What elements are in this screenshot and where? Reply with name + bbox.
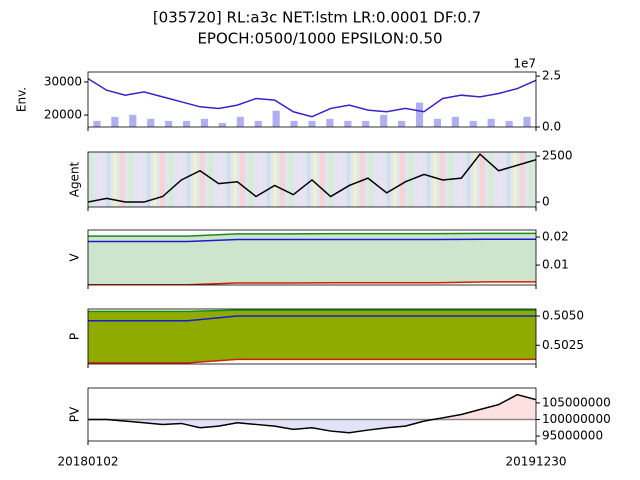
series-line <box>88 153 536 203</box>
volume-bar <box>129 114 137 127</box>
y-axis-label: PV <box>68 406 82 422</box>
volume-bar <box>218 122 226 127</box>
offset-label: 1e7 <box>513 57 536 71</box>
title-line: EPOCH:0500/1000 EPSILON:0.50 <box>197 30 442 48</box>
y2-tick-label: 2.5 <box>542 69 561 83</box>
axes-frame <box>87 151 537 208</box>
axes-frame <box>87 387 537 442</box>
volume-bar <box>147 118 155 127</box>
y-tick-label: 105000000 <box>542 395 611 409</box>
axes-frame <box>87 71 537 128</box>
y-tick-label: 95000000 <box>542 429 603 443</box>
series-line <box>88 77 536 118</box>
x-tick-label: 20191230 <box>505 455 566 469</box>
series-line <box>88 238 536 243</box>
plot-area <box>88 309 536 364</box>
y-tick-label: 0.02 <box>542 230 569 244</box>
y-tick-label: 0 <box>542 195 550 209</box>
title-line: [035720] RL:a3c NET:lstm LR:0.0001 DF:0.… <box>153 9 481 27</box>
volume-bar <box>469 120 477 127</box>
y-tick-label: 0.5050 <box>542 309 584 323</box>
volume-bar <box>182 120 191 127</box>
volume-bar <box>523 116 531 127</box>
volume-bar <box>236 116 244 127</box>
volume-bar <box>272 110 280 127</box>
volume-bar <box>398 120 406 127</box>
volume-bar <box>344 120 352 127</box>
volume-bar <box>326 118 334 127</box>
axes-frame <box>87 308 537 365</box>
volume-bar <box>165 120 173 127</box>
y2-tick-label: 0.0 <box>542 120 561 134</box>
volume-bar <box>487 118 495 127</box>
series-line <box>88 393 536 434</box>
y-tick-label: 20000 <box>44 108 82 122</box>
axes-frame <box>87 229 537 286</box>
plot-area <box>88 153 536 203</box>
volume-bar <box>451 116 459 127</box>
volume-bar <box>308 120 316 127</box>
plot-area <box>88 77 536 127</box>
fill-between <box>88 233 536 285</box>
volume-bar <box>362 120 370 127</box>
series-line <box>88 309 536 313</box>
fill-below <box>88 419 536 433</box>
volume-bar <box>415 102 424 127</box>
y-tick-label: 0.5025 <box>542 338 584 352</box>
y-axis-label: V <box>68 253 82 262</box>
volume-bar <box>290 120 298 127</box>
volume-bar <box>111 116 119 127</box>
series-line <box>88 358 536 364</box>
volume-bar <box>380 114 388 127</box>
series-line <box>88 232 536 237</box>
y-tick-label: 100000000 <box>542 412 611 426</box>
y-tick-label: 2500 <box>542 149 573 163</box>
x-tick-label: 20180102 <box>57 455 118 469</box>
fill-between <box>88 310 536 363</box>
plot-area <box>88 393 536 434</box>
volume-bar <box>433 118 442 127</box>
volume-bar <box>254 120 262 127</box>
series-line <box>88 315 536 322</box>
y-axis-label: P <box>68 333 82 340</box>
y-tick-label: 30000 <box>44 74 82 88</box>
y-tick-label: 0.01 <box>542 258 569 272</box>
volume-bar <box>505 120 513 127</box>
y-axis-label: Agent <box>68 161 82 197</box>
volume-bar <box>200 118 209 127</box>
plot-area <box>88 232 536 285</box>
volume-bar <box>93 120 101 127</box>
y-axis-label: Env. <box>15 87 29 112</box>
fill-above <box>88 394 536 420</box>
